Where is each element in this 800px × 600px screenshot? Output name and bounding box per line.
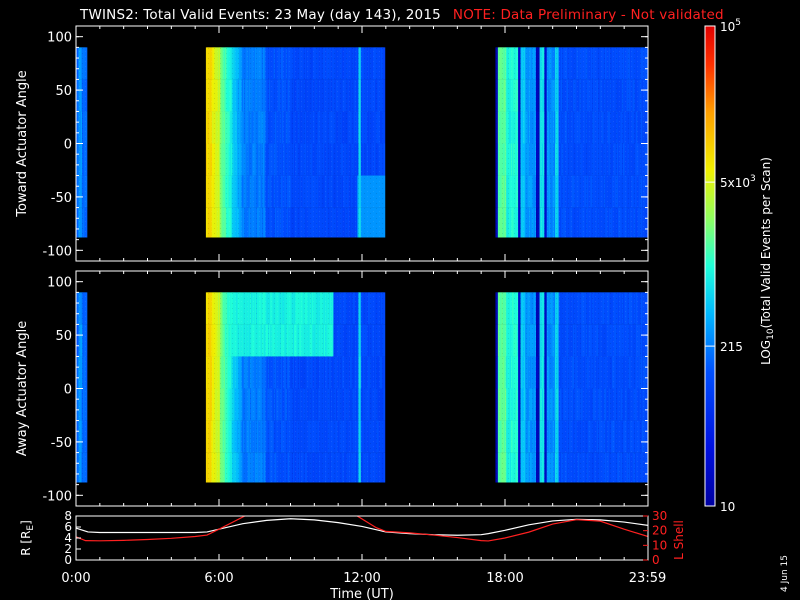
r-tick-label: 8 — [64, 509, 72, 523]
chart-title: TWINS2: Total Valid Events: 23 May (day … — [80, 7, 724, 23]
colorbar-tick-base: 5x10 — [720, 176, 750, 190]
l-shell-axis-label: L Shell — [672, 520, 686, 560]
title-text: TWINS2: Total Valid Events: 23 May (day … — [80, 7, 441, 23]
l-shell-tick-label: 30 — [652, 509, 667, 523]
y-tick-label: 50 — [55, 84, 72, 99]
r-tick-label: 2 — [64, 542, 72, 556]
colorbar-scale — [704, 25, 716, 507]
heatmap-segment — [76, 292, 88, 483]
l-shell-tick-label: 10 — [652, 538, 667, 552]
heatmap-texture — [495, 47, 648, 238]
y-axis-label: Away Actuator Angle — [15, 321, 30, 456]
y-tick-label: -100 — [42, 244, 72, 259]
y-axis-label: Toward Actuator Angle — [15, 70, 30, 217]
colorbar-tick-exp: 5 — [735, 18, 741, 28]
y-tick-label: 0 — [64, 383, 72, 398]
colorbar-tick-label: 105 — [720, 18, 741, 34]
preliminary-note: NOTE: Data Preliminary - Not validated — [452, 7, 724, 23]
y-tick-label: -50 — [51, 191, 72, 206]
colorbar-label-pre: LOG — [759, 340, 773, 365]
heatmap-panel-away: 100 50 0 -50 -100 Away Actuator Angle — [15, 270, 649, 507]
date-stamp: 4 Jun 15 — [780, 555, 790, 592]
y-tick-label: 50 — [55, 329, 72, 344]
colorbar-tick-base: 215 — [720, 340, 743, 354]
heatmap-segment — [205, 47, 386, 238]
colorbar-tick-base: 10 — [720, 20, 735, 34]
heatmap-texture — [76, 47, 87, 238]
y-tick-label: -100 — [42, 489, 72, 504]
heatmap-segment — [495, 292, 649, 483]
colorbar-tick-label: 5x103 — [720, 174, 756, 190]
heatmap-segment — [205, 292, 386, 483]
r-tick-label: 0 — [64, 553, 72, 567]
heatmap-texture — [495, 292, 648, 483]
y-tick-label: 100 — [47, 276, 72, 291]
l-shell-line — [76, 516, 648, 542]
colorbar-tick-label: 215 — [720, 340, 743, 354]
colorbar-tick-exp: 3 — [750, 174, 756, 184]
colorbar-tick-label: 10 — [720, 500, 735, 514]
x-tick-label: 18:00 — [486, 571, 523, 586]
heatmap-texture — [205, 292, 385, 483]
heatmap-texture — [76, 292, 87, 483]
r-axis-label-sub: E — [26, 525, 36, 531]
y-tick-label: -50 — [51, 436, 72, 451]
radial-distance-line — [76, 518, 648, 536]
y-tick-label: 0 — [64, 138, 72, 153]
r-tick-label: 4 — [64, 531, 72, 545]
x-tick-label: 23:59 — [629, 571, 666, 586]
r-axis-label-close: ] — [19, 520, 33, 525]
heatmap-panel-toward: 100 50 0 -50 -100 Toward Actuator Angle — [15, 25, 649, 262]
r-axis-label-main: R [R — [19, 531, 33, 556]
heatmap-segment — [495, 47, 649, 238]
r-tick-label: 6 — [64, 520, 72, 534]
y-tick-label: 100 — [47, 31, 72, 46]
x-axis-label: Time (UT) — [329, 587, 394, 600]
x-tick-label: 12:00 — [343, 571, 380, 586]
heatmap-texture — [205, 47, 385, 238]
heatmap-segment — [76, 47, 88, 238]
r-axis-label: R [RE] — [19, 520, 36, 556]
colorbar-label-sub: 10 — [766, 328, 776, 340]
l-shell-tick-label: 20 — [652, 524, 667, 538]
colorbar-label-post: (Total Valid Events per Scan) — [759, 157, 773, 328]
l-shell-tick-label: 0 — [652, 553, 660, 567]
x-tick-label: 0:00 — [61, 571, 90, 586]
x-tick-label: 6:00 — [204, 571, 233, 586]
colorbar-tick-base: 10 — [720, 500, 735, 514]
colorbar-label: LOG10(Total Valid Events per Scan) — [759, 157, 776, 365]
